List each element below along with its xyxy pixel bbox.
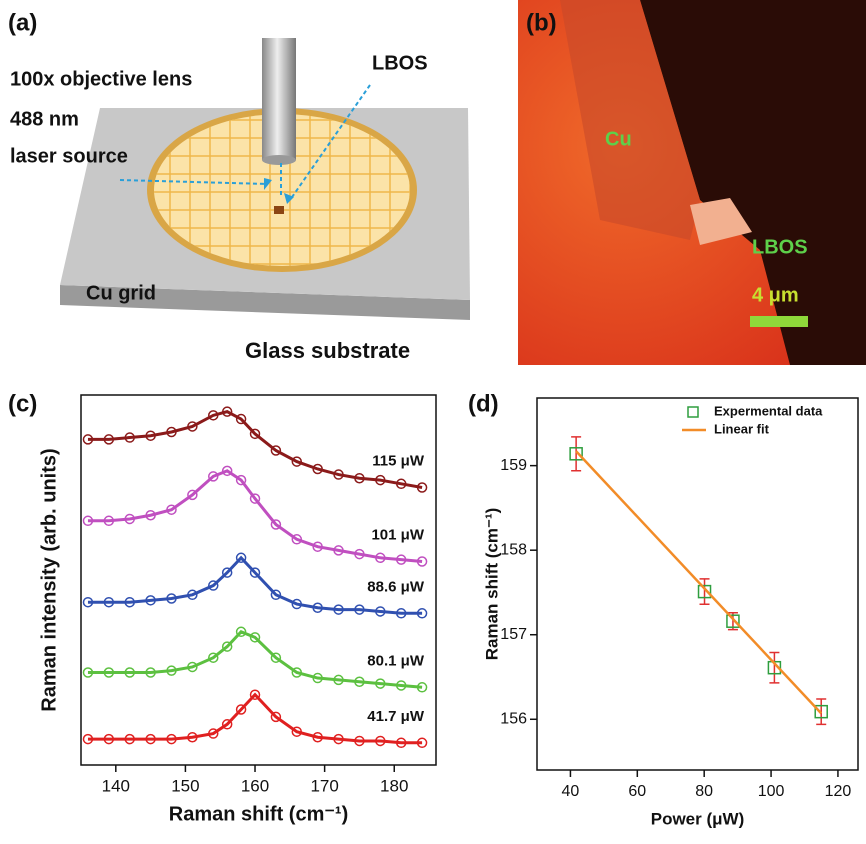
x-axis-label: Power (μW) xyxy=(651,809,745,828)
spectrum-fit xyxy=(88,412,422,488)
schematic: 100x objective lens 488 nm laser source … xyxy=(0,0,600,400)
y-tick-label: 159 xyxy=(500,457,527,474)
series-label: 88.6 μW xyxy=(367,578,425,595)
y-tick-label: 156 xyxy=(500,710,527,727)
plot-frame xyxy=(537,398,858,770)
x-tick-label: 180 xyxy=(380,776,408,795)
x-axis-label: Raman shift (cm⁻¹) xyxy=(169,803,348,825)
micrograph-label: Cu xyxy=(605,128,632,150)
schematic-label: Glass substrate xyxy=(245,338,410,363)
y-tick-label: 158 xyxy=(500,541,527,558)
x-tick-label: 40 xyxy=(562,783,580,800)
schematic-label: 488 nm xyxy=(10,108,79,130)
x-tick-label: 140 xyxy=(102,776,130,795)
micrograph-label: 4 μm xyxy=(752,284,799,306)
legend-label: Expermental data xyxy=(714,403,823,418)
series-label: 41.7 μW xyxy=(367,708,425,725)
micrograph: Cu LBOS 4 μm xyxy=(518,0,866,365)
x-tick-label: 160 xyxy=(241,776,269,795)
schematic-label: Cu grid xyxy=(86,282,156,304)
x-tick-label: 60 xyxy=(628,783,646,800)
panel-label: (d) xyxy=(468,390,499,417)
panel-label: (b) xyxy=(526,9,557,36)
schematic-label: LBOS xyxy=(372,52,428,74)
x-tick-label: 150 xyxy=(171,776,199,795)
y-tick-label: 157 xyxy=(500,626,527,643)
schematic-label: laser source xyxy=(10,145,128,167)
series-label: 80.1 μW xyxy=(367,652,425,669)
y-axis-label: Raman intensity (arb. units) xyxy=(38,448,60,711)
fit-line xyxy=(576,451,821,713)
x-tick-label: 80 xyxy=(695,783,713,800)
objective-tip xyxy=(262,155,296,165)
series-label: 101 μW xyxy=(371,526,424,543)
legend-swatch xyxy=(688,407,698,417)
y-axis-label: Raman shift (cm⁻¹) xyxy=(482,508,501,661)
x-tick-label: 170 xyxy=(310,776,338,795)
figure: 100x objective lens 488 nm laser source … xyxy=(0,0,866,844)
panel-label: (a) xyxy=(8,9,37,36)
x-tick-label: 120 xyxy=(825,783,852,800)
panel-label: (c) xyxy=(8,390,37,417)
micrograph-label: LBOS xyxy=(752,236,808,258)
spectrum-fit xyxy=(88,471,422,562)
scale-bar xyxy=(750,316,808,327)
sample xyxy=(274,206,284,214)
legend-label: Linear fit xyxy=(714,421,770,436)
x-tick-label: 100 xyxy=(758,783,785,800)
schematic-label: 100x objective lens xyxy=(10,68,192,90)
series-label: 115 μW xyxy=(372,452,425,469)
objective xyxy=(262,38,296,160)
